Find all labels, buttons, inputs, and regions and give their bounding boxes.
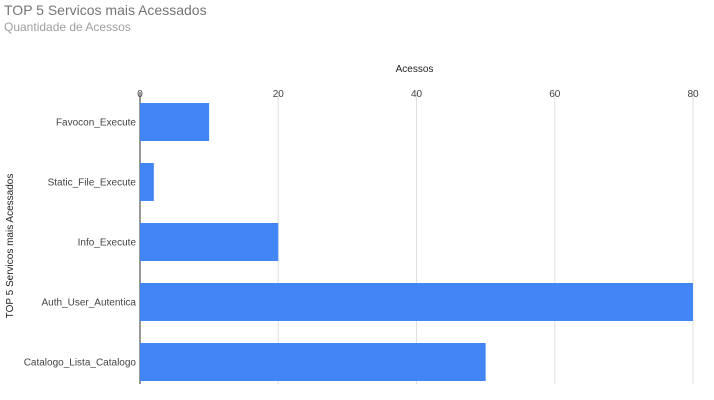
category-label: Info_Execute [78, 238, 137, 249]
y-axis-label: TOP 5 Servicos mais Acessados [5, 174, 16, 319]
chart-title: TOP 5 Servicos mais Acessados [4, 2, 207, 18]
x-tick-label: 80 [687, 89, 699, 100]
x-axis-label: Acessos [396, 64, 434, 75]
category-label: Favocon_Execute [56, 118, 136, 129]
bar[interactable] [140, 283, 693, 321]
bar[interactable] [140, 223, 279, 261]
category-label: Auth_User_Autentica [41, 298, 136, 309]
x-tick-label: 60 [549, 89, 561, 100]
bars [140, 103, 693, 381]
bar[interactable] [140, 163, 154, 201]
x-tick-label: 40 [411, 89, 423, 100]
x-tick-label: 20 [273, 89, 285, 100]
x-tick-labels: 0 20 40 60 80 [137, 89, 699, 100]
category-label: Static_File_Execute [48, 178, 137, 189]
chart-subtitle: Quantidade de Acessos [4, 20, 131, 34]
bar[interactable] [140, 103, 210, 141]
category-labels: Favocon_Execute Static_File_Execute Info_E… [24, 118, 137, 369]
x-tick-label: 0 [137, 89, 143, 100]
category-label: Catalogo_Lista_Catalogo [24, 358, 137, 369]
bar[interactable] [140, 343, 486, 381]
